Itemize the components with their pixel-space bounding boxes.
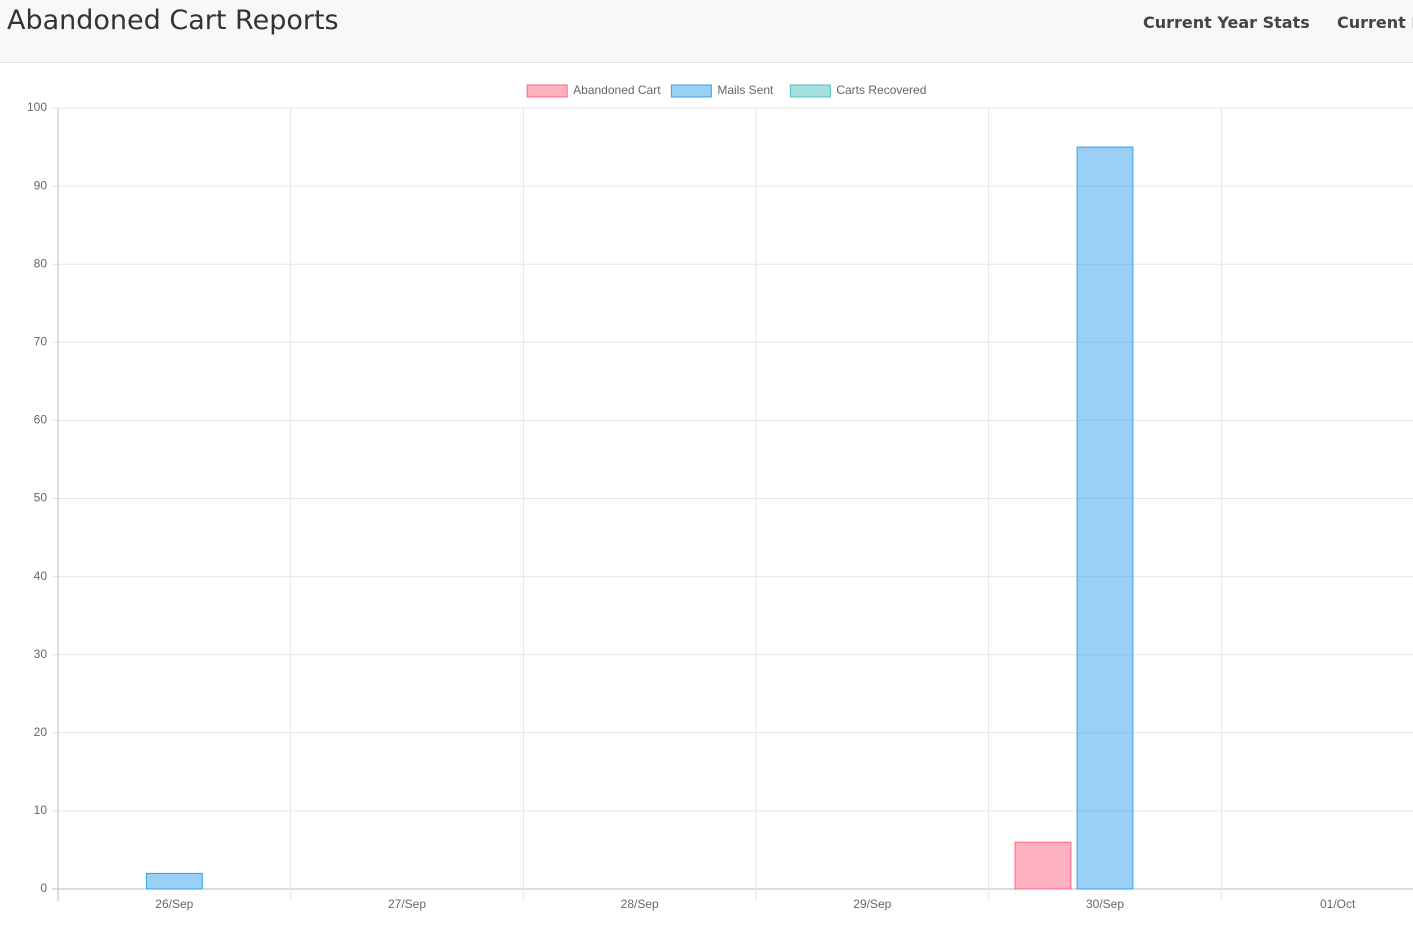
y-tick-label: 60 <box>34 413 48 427</box>
x-tick-label: 28/Sep <box>621 897 659 911</box>
x-tick-label: 01/Oct <box>1320 897 1356 911</box>
nav-link[interactable]: Current Year Stats <box>1143 13 1310 32</box>
x-tick-label: 27/Sep <box>388 897 426 911</box>
nav-link[interactable]: Current M <box>1337 13 1413 32</box>
legend-swatch <box>789 84 831 98</box>
legend-swatch <box>526 84 568 98</box>
y-tick-label: 30 <box>34 647 48 661</box>
y-tick-label: 20 <box>34 725 48 739</box>
y-tick-label: 0 <box>40 881 47 895</box>
bar <box>145 872 203 890</box>
x-tick-label: 29/Sep <box>853 897 891 911</box>
bar <box>1076 146 1134 890</box>
chart: Abandoned Cart Mails Sent Carts Recovered 0… <box>27 83 1413 911</box>
legend-swatch <box>670 84 712 98</box>
y-tick-label: 10 <box>34 803 48 817</box>
y-tick-label: 50 <box>34 491 48 505</box>
bar <box>1014 841 1072 890</box>
y-tick-label: 40 <box>34 569 48 583</box>
legend-label: Abandoned Cart <box>573 83 661 97</box>
y-tick-label: 70 <box>34 334 48 348</box>
legend-label: Carts Recovered <box>836 83 926 97</box>
y-tick-label: 90 <box>34 178 48 192</box>
page-title: Abandoned Cart Reports <box>7 5 339 36</box>
header: Abandoned Cart Reports Current Year Stat… <box>0 0 1413 63</box>
y-tick-label: 100 <box>27 100 47 114</box>
legend-label: Mails Sent <box>717 83 774 97</box>
y-tick-label: 80 <box>34 256 48 270</box>
x-tick-label: 30/Sep <box>1086 897 1124 911</box>
x-tick-label: 26/Sep <box>155 897 193 911</box>
